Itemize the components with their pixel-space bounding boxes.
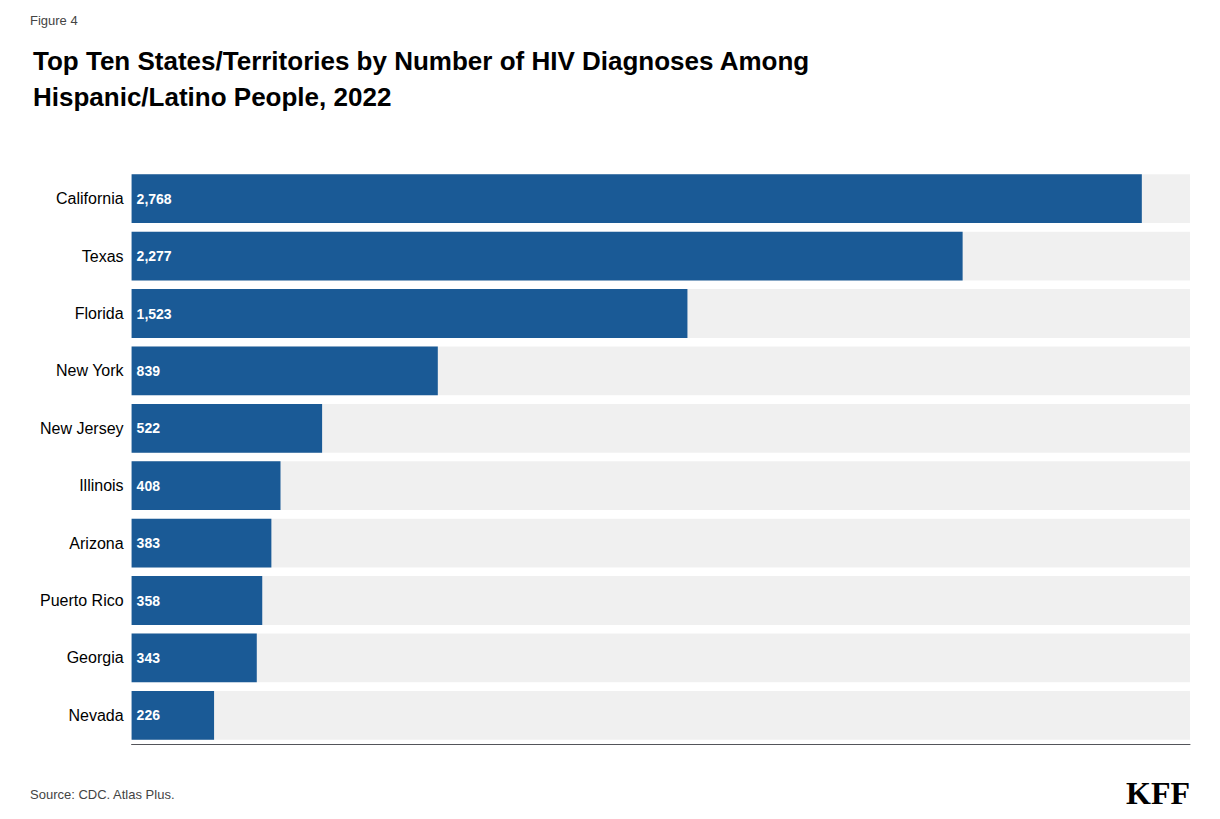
svg-text:New Jersey: New Jersey <box>40 420 124 437</box>
svg-text:343: 343 <box>137 650 161 666</box>
svg-text:KFF: KFF <box>1126 775 1190 811</box>
svg-text:Nevada: Nevada <box>68 707 123 724</box>
svg-text:Georgia: Georgia <box>67 649 124 666</box>
svg-text:1,523: 1,523 <box>137 306 172 322</box>
svg-text:408: 408 <box>137 478 161 494</box>
svg-text:New York: New York <box>56 362 125 379</box>
svg-text:California: California <box>56 190 124 207</box>
svg-text:383: 383 <box>137 535 161 551</box>
svg-text:2,768: 2,768 <box>137 191 172 207</box>
svg-text:Arizona: Arizona <box>69 535 123 552</box>
svg-text:358: 358 <box>137 593 161 609</box>
svg-text:Hispanic/Latino People, 2022: Hispanic/Latino People, 2022 <box>33 82 391 112</box>
svg-text:839: 839 <box>137 363 161 379</box>
svg-text:Puerto Rico: Puerto Rico <box>40 592 124 609</box>
svg-text:Texas: Texas <box>82 248 124 265</box>
svg-text:2,277: 2,277 <box>137 248 172 264</box>
svg-text:Top Ten States/Territories by: Top Ten States/Territories by Number of … <box>33 46 809 76</box>
svg-text:Illinois: Illinois <box>79 477 123 494</box>
svg-text:Florida: Florida <box>75 305 124 322</box>
svg-text:522: 522 <box>137 420 161 436</box>
svg-text:226: 226 <box>137 707 161 723</box>
svg-text:Source: CDC. Atlas Plus.: Source: CDC. Atlas Plus. <box>30 787 175 802</box>
svg-text:Figure 4: Figure 4 <box>30 13 78 28</box>
